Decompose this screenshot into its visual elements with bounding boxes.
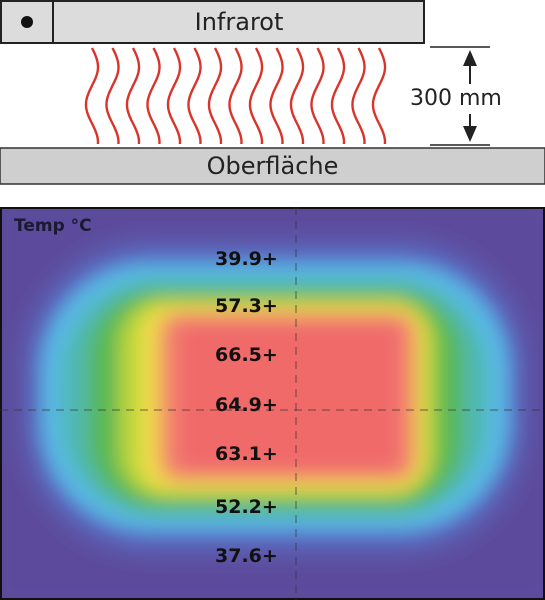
infrared-wave: [166, 47, 182, 145]
infrared-wave: [371, 47, 387, 145]
infrared-wave: [187, 47, 202, 145]
infrared-wave: [125, 47, 141, 145]
surface-label: Oberfläche: [206, 152, 339, 180]
thermal-image: [0, 207, 545, 600]
infrared-wave: [84, 47, 100, 145]
infrared-wave: [248, 47, 264, 145]
heater-block: [0, 0, 425, 44]
infrared-wave: [269, 47, 284, 145]
infrared-wave: [289, 47, 305, 145]
infrared-wave: [105, 47, 120, 145]
temp-reading: 57.3+: [215, 295, 278, 317]
infrared-wave: [146, 47, 161, 145]
temp-reading: 63.1+: [215, 443, 278, 465]
infrared-wave: [351, 47, 366, 145]
temp-reading: 37.6+: [215, 545, 278, 567]
temp-reading: 66.5+: [215, 344, 278, 366]
infrared-wave: [207, 47, 223, 145]
infrared-wave: [310, 47, 325, 145]
infrared-wave: [330, 47, 346, 145]
infrared-waves: [84, 47, 387, 145]
heater-schematic: [0, 0, 545, 185]
arrow-up-icon: [463, 50, 477, 66]
temp-reading: 64.9+: [215, 394, 278, 416]
arrow-down-icon: [463, 126, 477, 142]
temp-reading: 39.9+: [215, 248, 278, 270]
surface-block: [0, 147, 545, 185]
distance-label: 300 mm: [410, 86, 502, 111]
heater-dot-icon: [21, 16, 33, 28]
heater-label: Infrarot: [194, 8, 284, 36]
temp-reading: 52.2+: [215, 496, 278, 518]
thermal-title: Temp °C: [14, 216, 92, 236]
infrared-wave: [228, 47, 243, 145]
